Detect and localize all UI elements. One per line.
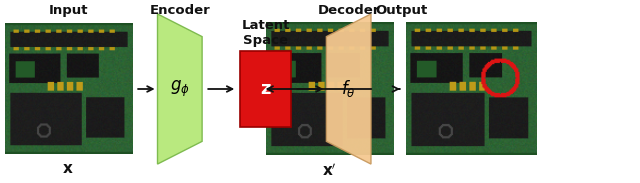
Text: $\mathbf{x}$: $\mathbf{x}$ [63,160,74,175]
Polygon shape [157,14,202,164]
Text: $g_\phi$: $g_\phi$ [170,79,189,99]
Text: Decoder: Decoder [317,4,380,17]
Text: Output: Output [375,4,428,17]
Polygon shape [326,14,371,164]
Text: Latent
Space: Latent Space [242,19,290,47]
Text: Input: Input [49,4,88,17]
Text: $\mathbf{z}$: $\mathbf{z}$ [260,80,271,98]
Text: Encoder: Encoder [149,4,210,17]
Text: $\mathbf{x'}$: $\mathbf{x'}$ [322,162,337,179]
Text: $f_\theta$: $f_\theta$ [341,79,356,100]
Bar [241,51,291,127]
